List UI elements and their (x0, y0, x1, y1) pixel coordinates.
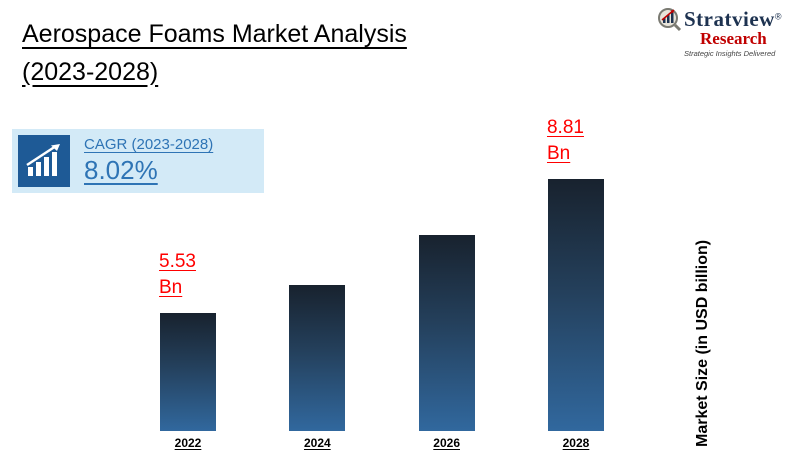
bar-2028 (547, 179, 604, 431)
x-axis-label-2024: 2024 (303, 436, 331, 450)
page-title: Aerospace Foams Market Analysis (2023-20… (22, 16, 407, 91)
chart-column-2028: 8.81 Bn 2028 (526, 110, 626, 458)
logo-subname: Research (700, 29, 767, 48)
page-title-line1: Aerospace Foams Market Analysis (22, 20, 407, 48)
logo: Stratview® Research Strategic Insights D… (656, 8, 786, 58)
value-label-line: Bn (546, 143, 571, 165)
chart-column-2024: 2024 (267, 110, 367, 458)
bar-2024 (289, 285, 346, 431)
value-label-2022: 5.53 Bn (159, 249, 217, 302)
x-axis-label-2022: 2022 (174, 436, 202, 450)
bar-2022 (160, 313, 216, 431)
x-axis-label-2026: 2026 (433, 436, 460, 450)
chart-column-2026: 2026 (397, 110, 497, 458)
value-label-line: 5.53 (159, 250, 196, 272)
bar-2026 (418, 235, 475, 431)
cagr-box: CAGR (2023-2028) 8.02% (12, 129, 264, 193)
logo-magnifier-chart-icon (656, 6, 682, 32)
cagr-value: 8.02% (84, 155, 158, 185)
bar-chart: 5.53 Bn 2022 2024 2026 8.81 Bn 2028 (138, 110, 626, 458)
value-label-line: 8.81 (546, 116, 584, 138)
logo-tagline: Strategic Insights Delivered (684, 48, 776, 58)
logo-name: Stratview (684, 7, 775, 31)
cagr-label: CAGR (2023-2028) (84, 136, 214, 153)
chart-column-2022: 5.53 Bn 2022 (138, 110, 238, 458)
growth-chart-icon (18, 135, 70, 187)
page-title-line2: (2023-2028) (22, 57, 159, 86)
logo-registered-mark: ® (774, 11, 782, 22)
value-label-line: Bn (159, 277, 183, 299)
value-label-2028: 8.81 Bn (547, 115, 605, 168)
y-axis-label: Market Size (in USD billion) (694, 239, 711, 447)
x-axis-label-2028: 2028 (562, 436, 590, 450)
